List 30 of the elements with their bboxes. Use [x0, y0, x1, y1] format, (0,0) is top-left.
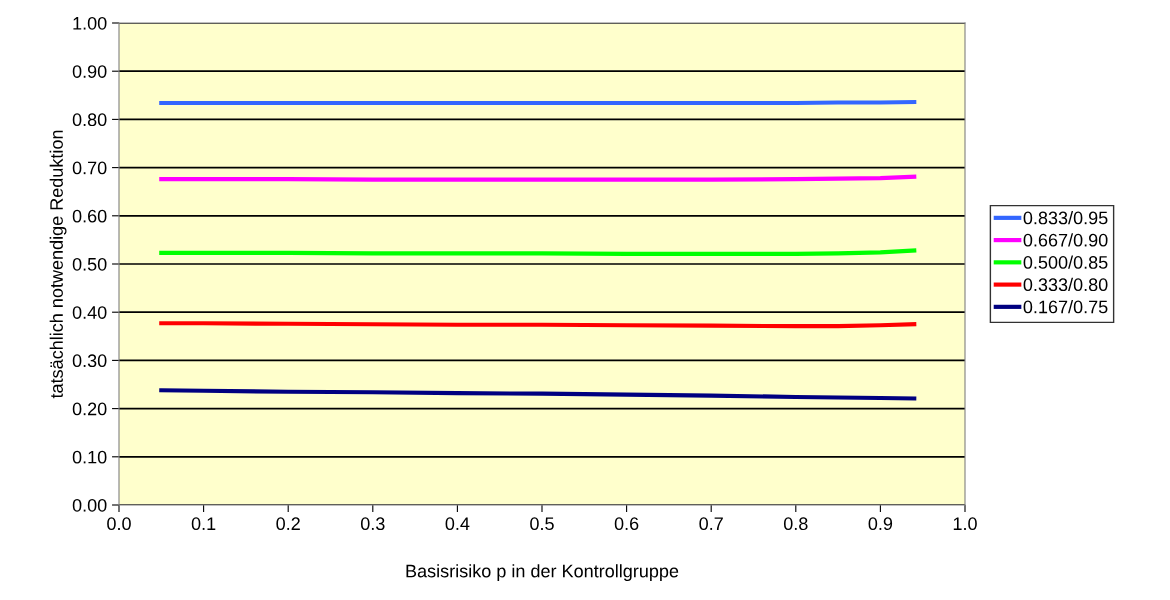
legend-label: 0.333/0.80	[1023, 277, 1108, 292]
y-tick-label: 0.40	[72, 306, 107, 319]
line-series	[159, 388, 917, 401]
x-tick-label: 0.2	[276, 517, 300, 531]
y-tick-label: 0.10	[72, 450, 107, 464]
x-tick-label: 0.0	[107, 517, 131, 531]
y-tick-label: 0.20	[72, 402, 107, 416]
legend-label: 0.500/0.85	[1023, 255, 1108, 269]
y-tick-label: 0.00	[72, 498, 107, 512]
legend-label: 0.833/0.95	[1023, 211, 1108, 225]
x-tick-label: 1.0	[953, 517, 977, 531]
x-tick-label: 0.9	[868, 517, 893, 531]
y-axis-title: tatsächlich notwendige Reduktion	[49, 130, 67, 399]
x-tick-label: 0.6	[614, 517, 639, 531]
x-tick-label: 0.4	[445, 517, 470, 531]
legend-label: 0.667/0.90	[1023, 233, 1108, 247]
y-tick-label: 0.90	[72, 65, 107, 78]
y-tick-label: 0.50	[72, 257, 107, 271]
y-tick-label: 0.80	[72, 113, 107, 127]
x-tick-label: 0.5	[530, 517, 554, 531]
x-tick-label: 0.1	[191, 517, 216, 531]
x-axis-title: Basisrisiko p in der Kontrollgruppe	[406, 564, 679, 582]
legend-label: 0.167/0.75	[1023, 300, 1108, 314]
x-tick-label: 0.3	[360, 517, 385, 531]
y-tick-label: 0.60	[72, 209, 107, 223]
y-tick-label: 1.00	[73, 16, 107, 30]
y-tick-label: 0.30	[72, 354, 107, 368]
x-tick-label: 0.7	[699, 517, 723, 531]
x-tick-label: 0.8	[783, 517, 808, 531]
y-tick-label: 0.70	[72, 161, 107, 175]
